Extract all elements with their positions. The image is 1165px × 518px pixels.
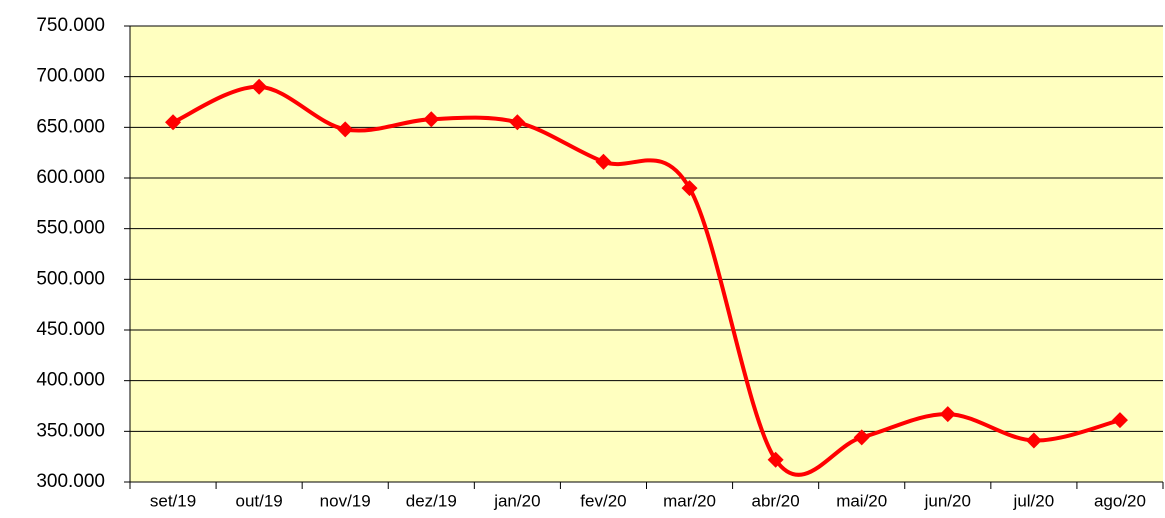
y-tick-label: 400.000: [36, 370, 105, 391]
x-tick-label: ago/20: [1094, 491, 1146, 510]
x-tick-label: mar/20: [663, 491, 716, 510]
marker: [853, 429, 870, 446]
marker: [337, 121, 354, 138]
marker: [509, 114, 526, 131]
marker: [767, 451, 784, 468]
y-tick-label: 600.000: [36, 167, 105, 188]
marker: [595, 153, 612, 170]
y-tick-label: 750.000: [36, 15, 105, 36]
x-tick-label: out/19: [235, 491, 282, 510]
x-tick-label: jul/20: [1013, 491, 1055, 510]
y-tick-label: 700.000: [36, 66, 105, 87]
x-tick-label: nov/19: [320, 491, 371, 510]
marker: [251, 78, 268, 95]
marker: [165, 114, 182, 131]
y-tick-label: 350.000: [36, 420, 105, 441]
x-tick-label: dez/19: [406, 491, 457, 510]
marker: [1111, 412, 1128, 429]
marker: [681, 180, 698, 197]
y-tick-label: 450.000: [36, 319, 105, 340]
x-tick-label: fev/20: [580, 491, 626, 510]
y-tick-label: 300.000: [36, 471, 105, 492]
marker: [939, 406, 956, 423]
marker: [1025, 432, 1042, 449]
plot-area: [130, 26, 1163, 482]
x-tick-label: jun/20: [924, 491, 971, 510]
x-tick-label: set/19: [150, 491, 196, 510]
y-tick-label: 650.000: [36, 116, 105, 137]
marker: [423, 111, 440, 128]
x-tick-label: mai/20: [836, 491, 887, 510]
x-tick-label: jan/20: [493, 491, 540, 510]
x-tick-label: abr/20: [752, 491, 800, 510]
y-tick-label: 500.000: [36, 268, 105, 289]
y-tick-label: 550.000: [36, 218, 105, 239]
